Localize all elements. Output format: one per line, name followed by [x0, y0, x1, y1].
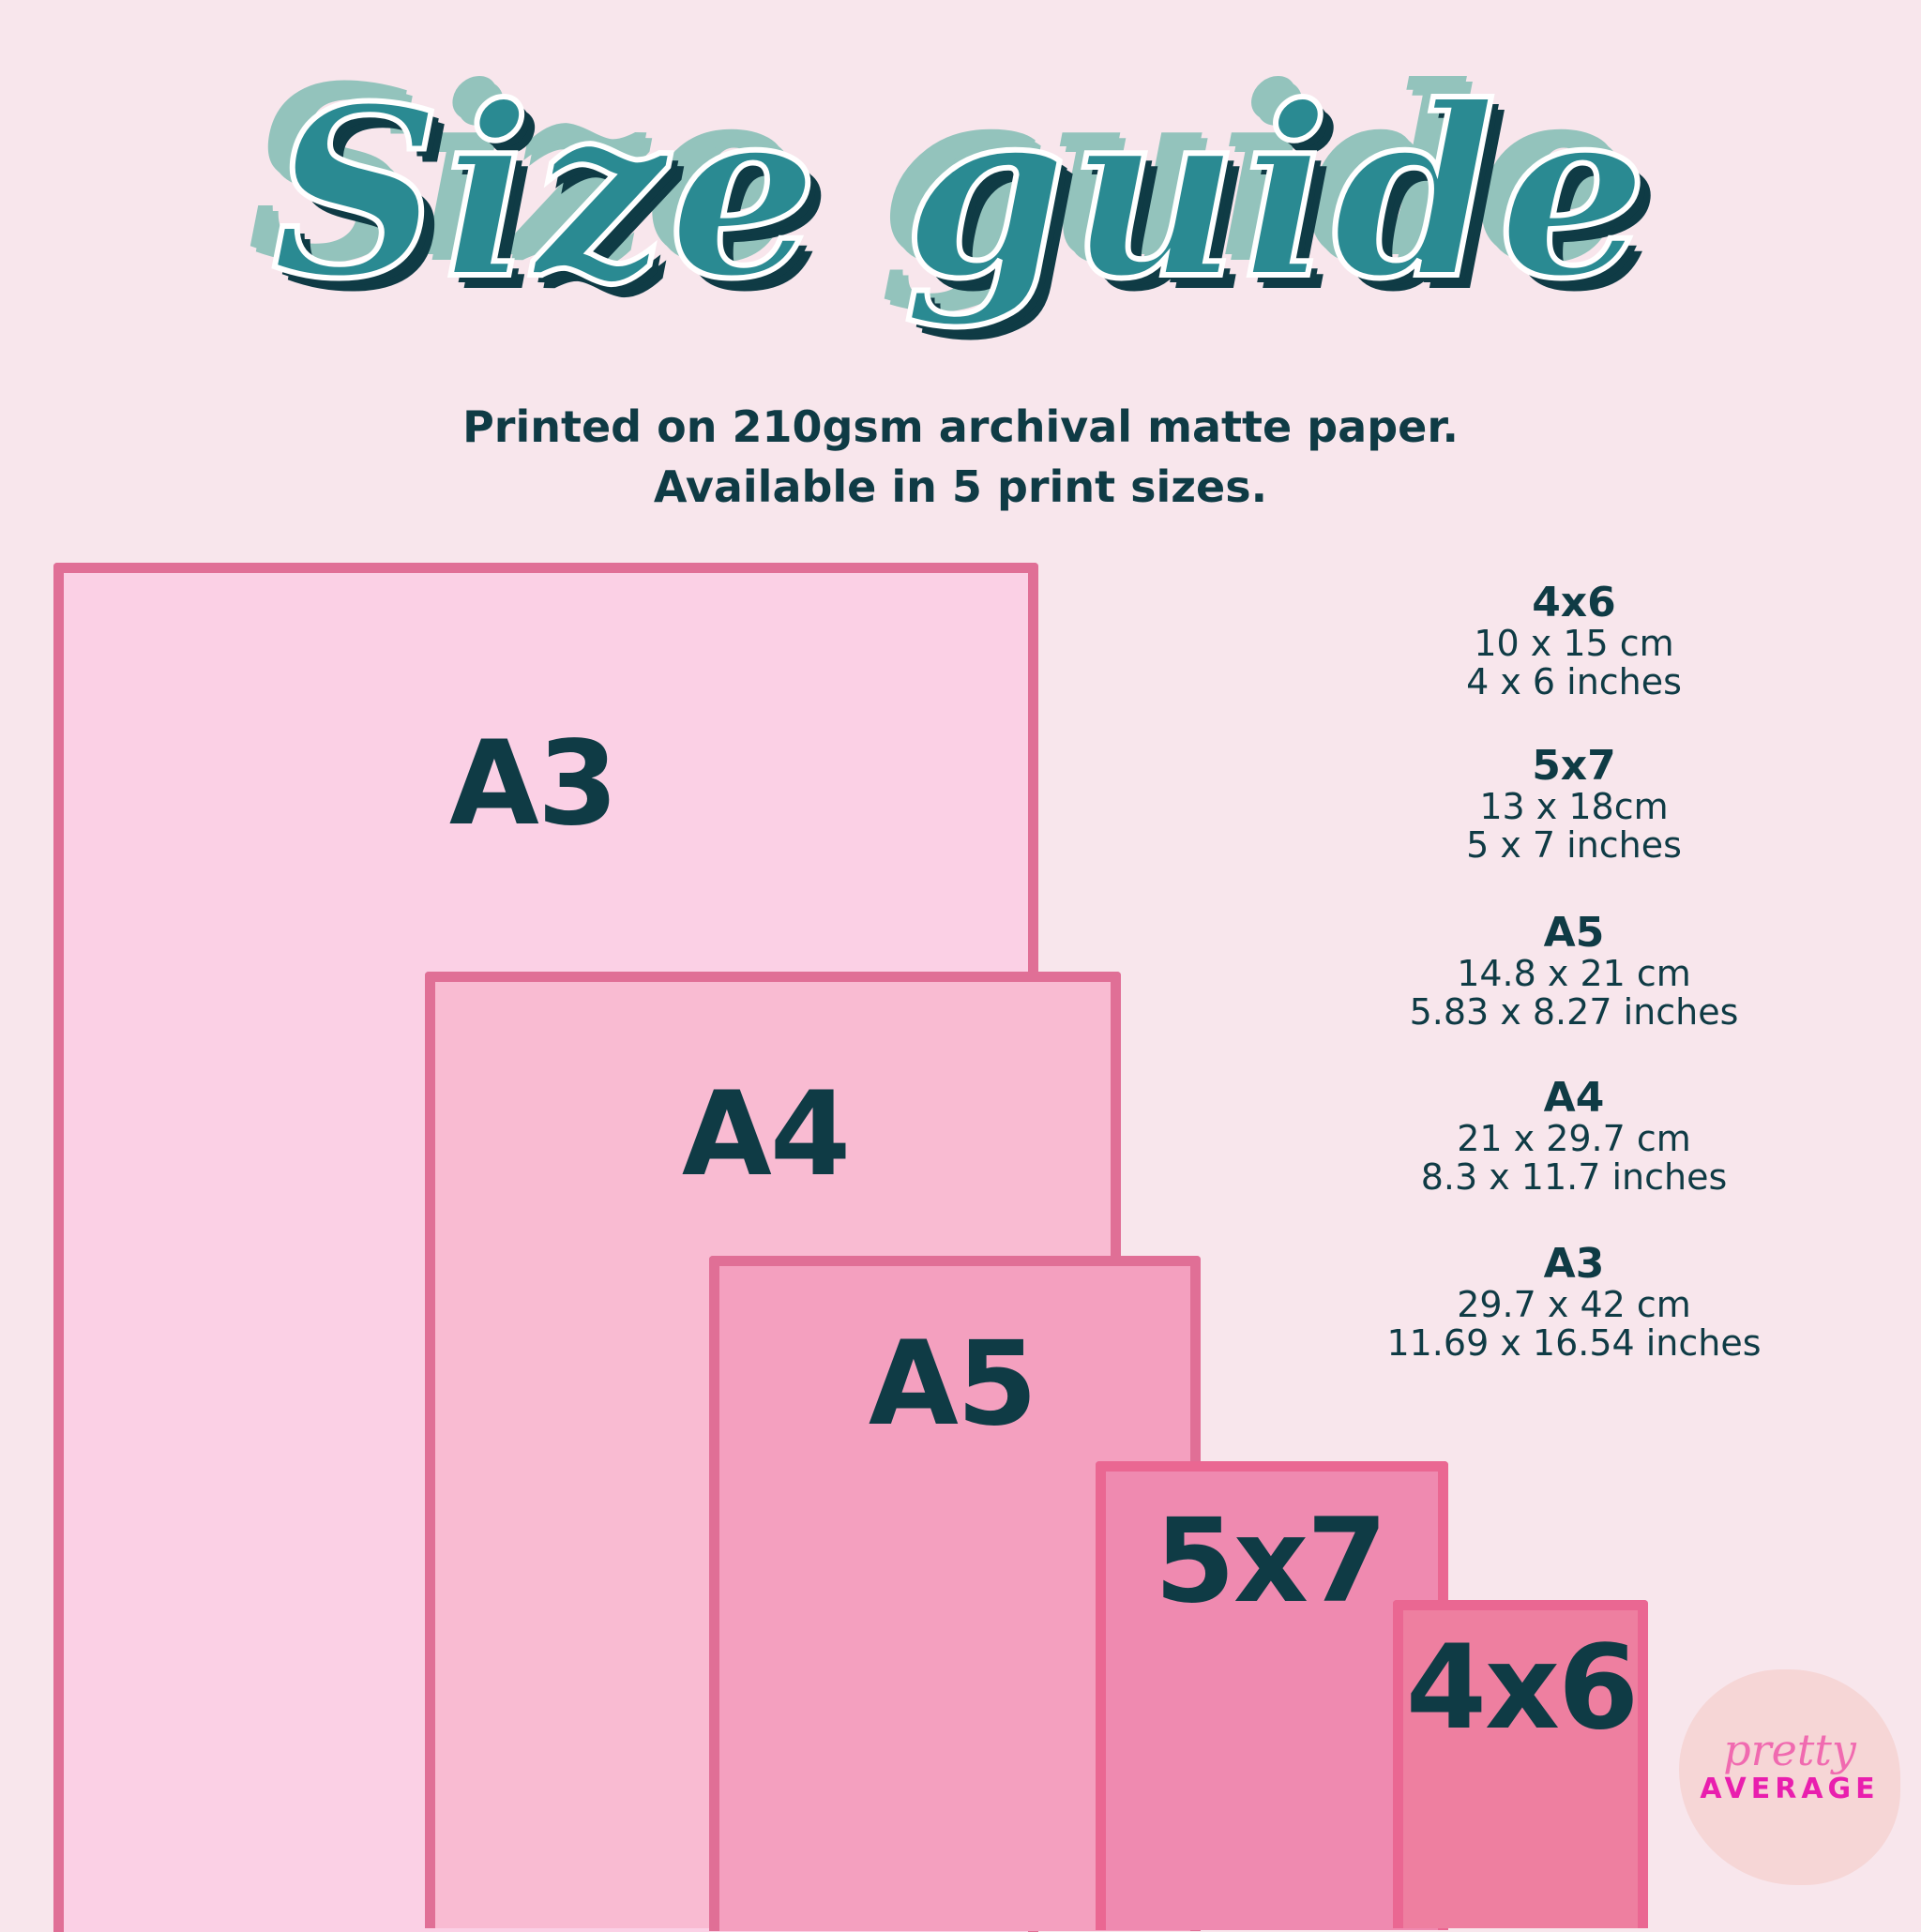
subtitle-line-1: Printed on 210gsm archival matte paper.	[462, 401, 1459, 452]
size-5x7-label: 5x7	[1154, 1494, 1388, 1629]
spec-name: A3	[1543, 1240, 1605, 1288]
brand-logo: pretty AVERAGE	[1679, 1669, 1900, 1885]
size-4x6-label: 4x6	[1405, 1621, 1640, 1756]
spec-cm: 14.8 x 21 cm	[1457, 953, 1691, 994]
size-a4-label: A4	[681, 1067, 851, 1202]
spec-4x6: 4x6 10 x 15 cm 4 x 6 inches	[1386, 581, 1762, 702]
logo-script: pretty	[1723, 1725, 1856, 1775]
logo-wordmark: AVERAGE	[1700, 1773, 1880, 1805]
spec-inches: 8.3 x 11.7 inches	[1420, 1156, 1728, 1198]
spec-inches: 11.69 x 16.54 inches	[1386, 1322, 1762, 1364]
spec-a5: A5 14.8 x 21 cm 5.83 x 8.27 inches	[1386, 912, 1762, 1032]
spec-inches: 5 x 7 inches	[1466, 824, 1682, 866]
spec-cm: 13 x 18cm	[1479, 786, 1669, 827]
spec-name: A5	[1543, 909, 1605, 957]
spec-5x7: 5x7 13 x 18cm 5 x 7 inches	[1386, 745, 1762, 865]
subtitle-line-2: Available in 5 print sizes.	[653, 461, 1268, 512]
size-5x7-rect	[1096, 1461, 1448, 1930]
spec-name: 4x6	[1532, 579, 1616, 626]
spec-name: A4	[1543, 1074, 1605, 1122]
spec-a4: A4 21 x 29.7 cm 8.3 x 11.7 inches	[1386, 1077, 1762, 1197]
spec-a3: A3 29.7 x 42 cm 11.69 x 16.54 inches	[1386, 1243, 1762, 1363]
title: Size guide	[269, 52, 1651, 333]
spec-cm: 10 x 15 cm	[1474, 623, 1674, 664]
size-a5-label: A5	[868, 1317, 1037, 1452]
spec-inches: 4 x 6 inches	[1466, 661, 1682, 702]
spec-name: 5x7	[1532, 742, 1616, 790]
spec-inches: 5.83 x 8.27 inches	[1409, 991, 1739, 1033]
spec-cm: 21 x 29.7 cm	[1457, 1118, 1691, 1159]
spec-cm: 29.7 x 42 cm	[1457, 1284, 1691, 1325]
size-4x6-rect	[1393, 1600, 1648, 1928]
size-a3-label: A3	[448, 717, 618, 852]
